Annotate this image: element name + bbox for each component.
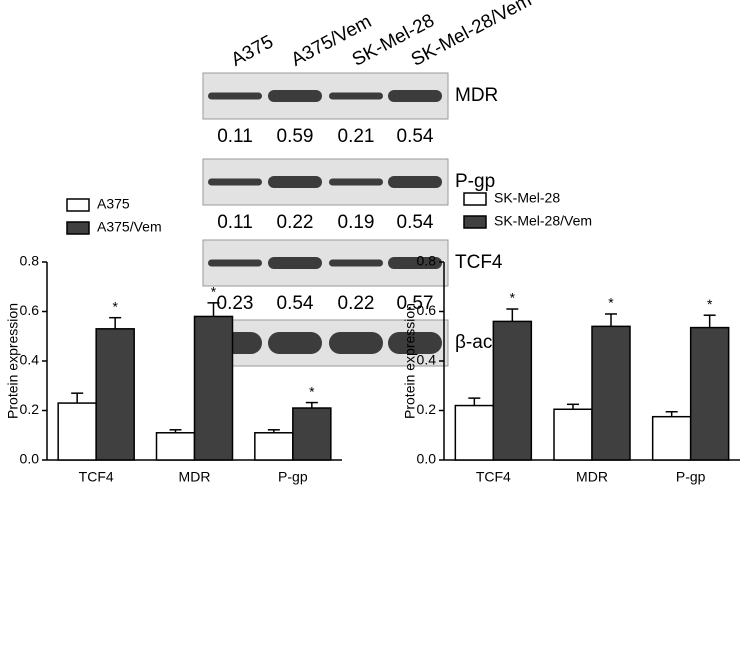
bar [454, 404, 495, 461]
significance-marker: * [309, 383, 315, 399]
band [208, 259, 262, 267]
y-tick-label: 0.6 [20, 302, 40, 318]
band [388, 332, 442, 354]
y-tick-label: 0.4 [20, 352, 40, 368]
band [329, 178, 383, 186]
y-tick-label: 0.0 [20, 451, 40, 467]
band [268, 90, 322, 102]
y-tick-label: 0.2 [417, 401, 437, 417]
band [329, 92, 383, 100]
legend-swatch [463, 192, 487, 206]
band [268, 332, 322, 354]
bar [591, 325, 631, 461]
x-tick-label: P-gp [278, 469, 308, 485]
density-value: 0.22 [338, 293, 375, 314]
x-tick-label: MDR [576, 469, 608, 485]
band [388, 90, 442, 102]
significance-marker: * [510, 290, 516, 306]
legend-swatch [66, 221, 90, 235]
density-value: 0.11 [217, 126, 253, 147]
bar [292, 407, 332, 461]
density-value: 0.54 [397, 212, 434, 233]
y-tick-label: 0.2 [20, 401, 40, 417]
bar [689, 326, 730, 461]
band [268, 257, 322, 269]
density-value: 0.21 [338, 126, 375, 147]
legend-label: SK-Mel-28/Vem [494, 213, 592, 229]
band [329, 332, 383, 354]
x-tick-label: P-gp [676, 469, 706, 485]
band [329, 259, 383, 267]
significance-marker: * [112, 298, 118, 314]
bar [651, 415, 692, 461]
y-tick-label: 0.8 [20, 253, 40, 269]
y-tick-label: 0.4 [417, 352, 437, 368]
bar [254, 432, 294, 461]
row-label: MDR [455, 85, 498, 106]
band [388, 257, 442, 269]
y-tick-label: 0.6 [417, 302, 437, 318]
x-tick-label: MDR [179, 469, 211, 485]
density-value: 0.54 [397, 126, 434, 147]
y-tick-label: 0.8 [417, 253, 437, 269]
significance-marker: * [707, 296, 713, 312]
bar [553, 408, 593, 461]
row-label: P-gp [455, 171, 495, 192]
bar [155, 432, 196, 461]
y-tick-label: 0.0 [417, 451, 437, 467]
density-value: 0.19 [338, 212, 375, 233]
band [388, 176, 442, 188]
legend-label: A375 [97, 196, 130, 212]
lane-label: A375 [228, 31, 277, 70]
row-label: TCF4 [455, 252, 503, 273]
legend-swatch [66, 198, 90, 212]
x-tick-label: TCF4 [79, 469, 114, 485]
density-value: 0.59 [277, 126, 314, 147]
y-axis-label: Protein expression [402, 303, 418, 419]
bar [492, 320, 533, 461]
band [268, 176, 322, 188]
x-tick-label: TCF4 [476, 469, 511, 485]
density-value: 0.11 [217, 212, 253, 233]
band [208, 178, 262, 186]
density-value: 0.54 [277, 293, 314, 314]
significance-marker: * [608, 295, 614, 311]
density-value: 0.57 [397, 293, 434, 314]
legend-swatch [463, 215, 487, 229]
legend-label: A375/Vem [97, 219, 162, 235]
bar [57, 402, 97, 461]
bar [193, 315, 234, 461]
density-value: 0.23 [217, 293, 254, 314]
legend-label: SK-Mel-28 [494, 190, 560, 206]
significance-marker: * [211, 284, 217, 300]
band [208, 92, 262, 100]
density-value: 0.22 [277, 212, 314, 233]
bar [95, 328, 135, 461]
y-axis-label: Protein expression [5, 303, 21, 419]
